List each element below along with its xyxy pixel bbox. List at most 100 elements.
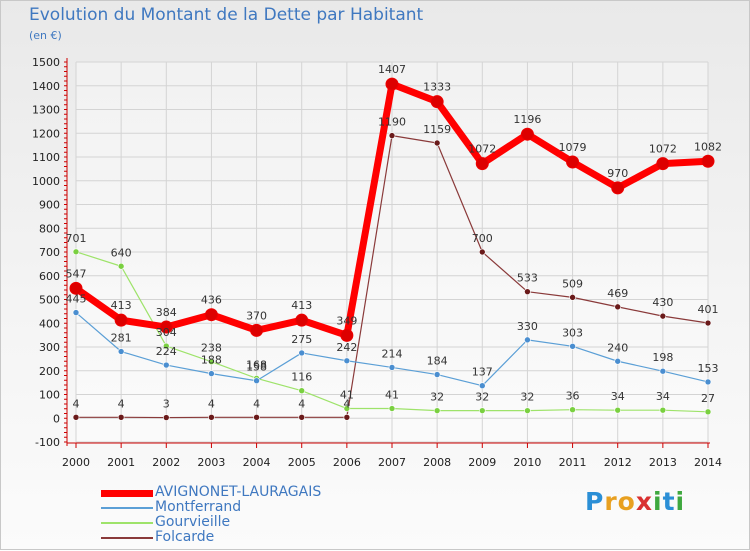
data-point xyxy=(701,154,715,168)
y-tick-label: 1000 xyxy=(32,175,60,188)
data-label: 4 xyxy=(343,397,350,410)
data-label: 4 xyxy=(253,397,260,410)
data-point xyxy=(704,408,712,416)
data-label: 4 xyxy=(298,397,305,410)
data-label: 27 xyxy=(701,392,715,405)
data-label: 36 xyxy=(566,390,580,403)
data-point xyxy=(295,313,309,327)
data-point xyxy=(72,248,80,256)
legend-swatch xyxy=(101,537,153,539)
data-label: 1407 xyxy=(378,63,406,76)
data-point xyxy=(433,371,441,378)
y-tick-label: 1200 xyxy=(32,127,60,140)
data-point xyxy=(524,407,531,414)
y-tick-label: 0 xyxy=(53,412,60,425)
data-point xyxy=(614,303,622,311)
data-label: 224 xyxy=(156,345,177,358)
data-point xyxy=(569,294,576,301)
data-point xyxy=(298,349,306,357)
data-point xyxy=(253,377,260,385)
logo-letter: i xyxy=(675,487,686,516)
x-tick-label: 2005 xyxy=(288,456,316,469)
y-tick-label: 300 xyxy=(39,341,60,354)
legend-label: Montferrand xyxy=(155,499,242,515)
legend-swatch xyxy=(101,507,153,509)
data-label: 1159 xyxy=(423,123,451,136)
data-point xyxy=(520,127,534,141)
logo-letter: r xyxy=(604,487,618,516)
data-point xyxy=(566,155,580,169)
data-label: 275 xyxy=(291,333,312,346)
data-label: 640 xyxy=(111,246,132,259)
data-label: 436 xyxy=(201,294,222,307)
x-tick-label: 2011 xyxy=(559,456,587,469)
data-label: 469 xyxy=(607,287,628,300)
data-label: 303 xyxy=(562,326,583,339)
data-label: 4 xyxy=(118,397,125,410)
data-label: 238 xyxy=(201,342,222,355)
data-point xyxy=(388,364,396,371)
data-label: 533 xyxy=(517,272,538,285)
data-label: 153 xyxy=(698,362,719,375)
data-point xyxy=(72,413,80,421)
data-label: 158 xyxy=(246,361,267,374)
data-label: 413 xyxy=(111,299,132,312)
data-point xyxy=(208,413,215,421)
data-point xyxy=(117,413,125,421)
data-label: 701 xyxy=(66,232,87,245)
data-label: 32 xyxy=(520,391,534,404)
data-label: 188 xyxy=(201,354,222,367)
legend-swatch xyxy=(101,522,153,524)
y-tick-label: 400 xyxy=(39,317,60,330)
legend-label: Gourvieille xyxy=(155,514,231,530)
data-point xyxy=(250,323,264,337)
data-label: 349 xyxy=(336,314,357,327)
x-tick-label: 2008 xyxy=(423,456,451,469)
data-label: 41 xyxy=(385,389,399,402)
x-tick-label: 2010 xyxy=(513,456,541,469)
data-label: 445 xyxy=(66,293,87,306)
data-label: 34 xyxy=(656,390,670,403)
data-point xyxy=(343,413,351,421)
y-tick-label: 1400 xyxy=(32,80,60,93)
data-point xyxy=(659,406,667,414)
x-tick-label: 2000 xyxy=(62,456,90,469)
logo-letter: i xyxy=(653,487,663,516)
x-tick-label: 2014 xyxy=(694,456,722,469)
data-point xyxy=(69,281,83,295)
data-point xyxy=(72,309,80,316)
data-label: 700 xyxy=(472,232,493,245)
proxiti-logo: Proxiti xyxy=(585,487,685,516)
y-tick-label: 600 xyxy=(39,270,60,283)
data-point xyxy=(524,288,531,295)
data-label: 401 xyxy=(698,303,719,316)
y-tick-label: -100 xyxy=(35,436,60,449)
data-label: 547 xyxy=(66,267,87,280)
data-point xyxy=(204,308,218,322)
data-point xyxy=(388,132,396,139)
y-tick-label: 1300 xyxy=(32,104,60,117)
data-label: 168 xyxy=(246,358,267,371)
data-point xyxy=(298,413,306,421)
data-point xyxy=(343,357,351,365)
data-point xyxy=(388,405,396,412)
data-point xyxy=(208,370,215,377)
chart-title: Evolution du Montant de la Dette par Hab… xyxy=(29,5,424,25)
data-label: 1082 xyxy=(694,140,722,153)
data-point xyxy=(433,139,441,147)
data-point xyxy=(611,181,625,195)
data-point xyxy=(478,382,486,390)
data-point xyxy=(569,342,576,350)
y-tick-label: 1500 xyxy=(32,56,60,69)
data-point xyxy=(298,387,306,395)
y-tick-label: 700 xyxy=(39,246,60,259)
data-label: 116 xyxy=(291,371,312,384)
data-point xyxy=(614,357,622,365)
y-tick-label: 1100 xyxy=(32,151,60,164)
data-label: 970 xyxy=(607,167,628,180)
data-label: 34 xyxy=(611,390,625,403)
data-point xyxy=(478,248,486,256)
data-point xyxy=(162,342,170,350)
logo-letter: x xyxy=(635,487,653,516)
